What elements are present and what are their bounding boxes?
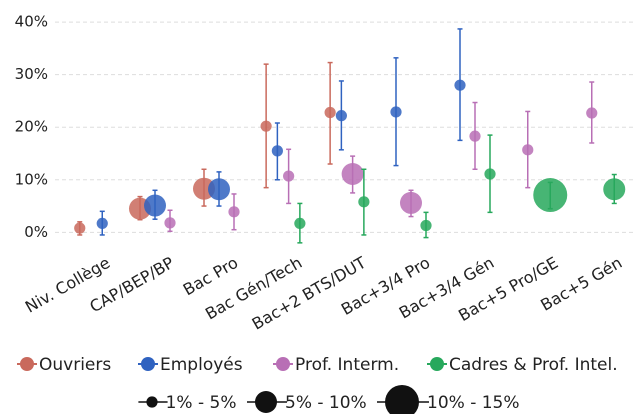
legend-marker [20, 357, 34, 371]
legend-label: Employés [160, 355, 243, 375]
y-tick-label: 10% [15, 170, 48, 188]
legend-label: Cadres & Prof. Intel. [449, 355, 618, 375]
legend-marker [141, 357, 155, 371]
legend-label: Ouvriers [39, 355, 111, 375]
legend-marker [430, 357, 444, 371]
size-legend-marker [255, 391, 277, 413]
size-legend-label: 1% - 5% [166, 393, 237, 413]
y-tick-label: 30% [15, 65, 48, 83]
legend-label: Prof. Interm. [295, 355, 399, 375]
legend-marker [276, 357, 290, 371]
size-legend-marker [385, 385, 419, 414]
size-legend-label: 5% - 10% [285, 393, 367, 413]
y-tick-label: 20% [15, 118, 48, 136]
size-legend-label: 10% - 15% [427, 393, 520, 413]
y-tick-label: 40% [15, 13, 48, 31]
y-tick-label: 0% [24, 223, 48, 241]
size-legend-marker [146, 396, 158, 408]
x-tick-label: Bac+2 BTS/DUT [249, 253, 370, 334]
